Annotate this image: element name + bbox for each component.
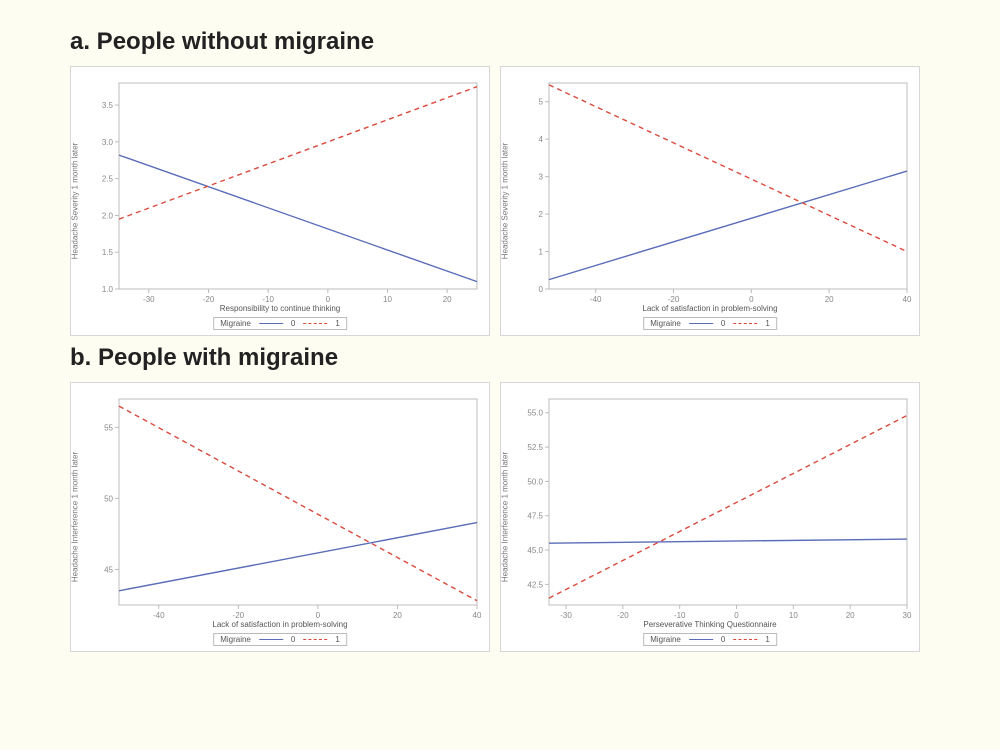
svg-text:55.0: 55.0 <box>527 409 543 418</box>
legend: Migraine 0 1 <box>643 317 777 330</box>
chart-panel: -30-20-10010201.01.52.02.53.03.5Headache… <box>70 66 490 336</box>
svg-text:-10: -10 <box>674 611 686 620</box>
legend-item-label: 0 <box>721 635 725 644</box>
svg-text:52.5: 52.5 <box>527 443 543 452</box>
legend: Migraine 0 1 <box>213 317 347 330</box>
svg-text:3.5: 3.5 <box>102 101 114 110</box>
svg-text:0: 0 <box>316 611 321 620</box>
legend-title: Migraine <box>220 635 251 644</box>
legend-item-label: 0 <box>291 319 295 328</box>
svg-text:20: 20 <box>825 295 834 304</box>
panel-row: -30-20-10010201.01.52.02.53.03.5Headache… <box>70 66 930 336</box>
svg-text:-20: -20 <box>233 611 245 620</box>
svg-text:20: 20 <box>443 295 452 304</box>
chart-panel: -40 -20 0 20 40 45 50 55 Headache Interference 1… <box>70 382 490 652</box>
svg-text:45.0: 45.0 <box>527 546 543 555</box>
svg-text:-40: -40 <box>153 611 165 620</box>
legend-swatch <box>259 323 283 324</box>
legend-title: Migraine <box>650 635 681 644</box>
legend-swatch <box>303 639 327 640</box>
y-axis-label: Headache Severity 1 month later <box>501 143 510 260</box>
y-axis-label: Headache Interference 1 month later <box>71 452 80 582</box>
svg-text:10: 10 <box>789 611 798 620</box>
chart-panel: -30-20-10010203042.545.047.550.052.555.0… <box>500 382 920 652</box>
legend-swatch <box>689 323 713 324</box>
x-axis-label: Lack of satisfaction in problem-solving <box>71 620 489 629</box>
legend-swatch <box>303 323 327 324</box>
svg-text:-30: -30 <box>143 295 155 304</box>
svg-text:-30: -30 <box>560 611 572 620</box>
panel-row: -40 -20 0 20 40 45 50 55 Headache Interference 1… <box>70 382 930 652</box>
legend-title: Migraine <box>220 319 251 328</box>
legend-item-label: 1 <box>765 319 769 328</box>
svg-text:40: 40 <box>903 295 912 304</box>
legend-item-label: 1 <box>765 635 769 644</box>
svg-text:40: 40 <box>473 611 482 620</box>
section-title: a. People without migraine <box>70 28 930 56</box>
x-axis-label: Responsibility to continue thinking <box>71 304 489 313</box>
svg-text:0: 0 <box>539 285 544 294</box>
svg-text:0: 0 <box>326 295 331 304</box>
svg-text:47.5: 47.5 <box>527 512 543 521</box>
legend-item-label: 0 <box>721 319 725 328</box>
svg-text:-20: -20 <box>203 295 215 304</box>
svg-text:3.0: 3.0 <box>102 138 114 147</box>
svg-text:0: 0 <box>734 611 739 620</box>
svg-text:10: 10 <box>383 295 392 304</box>
svg-text:0: 0 <box>749 295 754 304</box>
legend-item-label: 0 <box>291 635 295 644</box>
legend-item-label: 1 <box>335 635 339 644</box>
x-axis-label: Lack of satisfaction in problem-solving <box>501 304 919 313</box>
legend: Migraine 0 1 <box>643 633 777 646</box>
svg-text:5: 5 <box>539 98 544 107</box>
legend-item-label: 1 <box>335 319 339 328</box>
legend-swatch <box>689 639 713 640</box>
legend-swatch <box>733 323 757 324</box>
svg-text:50: 50 <box>104 494 113 503</box>
legend-swatch <box>259 639 283 640</box>
svg-text:2.5: 2.5 <box>102 175 114 184</box>
svg-text:-40: -40 <box>590 295 602 304</box>
svg-text:2.0: 2.0 <box>102 211 114 220</box>
svg-text:30: 30 <box>903 611 912 620</box>
svg-text:-10: -10 <box>262 295 274 304</box>
svg-text:20: 20 <box>846 611 855 620</box>
svg-text:1.5: 1.5 <box>102 248 114 257</box>
svg-text:3: 3 <box>539 173 544 182</box>
legend-swatch <box>733 639 757 640</box>
svg-text:45: 45 <box>104 565 113 574</box>
svg-text:4: 4 <box>539 135 544 144</box>
y-axis-label: Headache Severity 1 month later <box>71 143 80 260</box>
svg-text:20: 20 <box>393 611 402 620</box>
svg-text:55: 55 <box>104 423 113 432</box>
svg-text:50.0: 50.0 <box>527 477 543 486</box>
chart-panel: -40 -20 0 20 40 0 1 2 3 4 5 Headache Severity 1 mon… <box>500 66 920 336</box>
legend: Migraine 0 1 <box>213 633 347 646</box>
svg-text:42.5: 42.5 <box>527 580 543 589</box>
svg-text:2: 2 <box>539 210 544 219</box>
legend-title: Migraine <box>650 319 681 328</box>
svg-text:1: 1 <box>539 248 544 257</box>
svg-text:1.0: 1.0 <box>102 285 114 294</box>
x-axis-label: Perseverative Thinking Questionnaire <box>501 620 919 629</box>
y-axis-label: Headache Interference 1 month later <box>501 452 510 582</box>
svg-text:-20: -20 <box>668 295 680 304</box>
section-title: b. People with migraine <box>70 344 930 372</box>
svg-text:-20: -20 <box>617 611 629 620</box>
